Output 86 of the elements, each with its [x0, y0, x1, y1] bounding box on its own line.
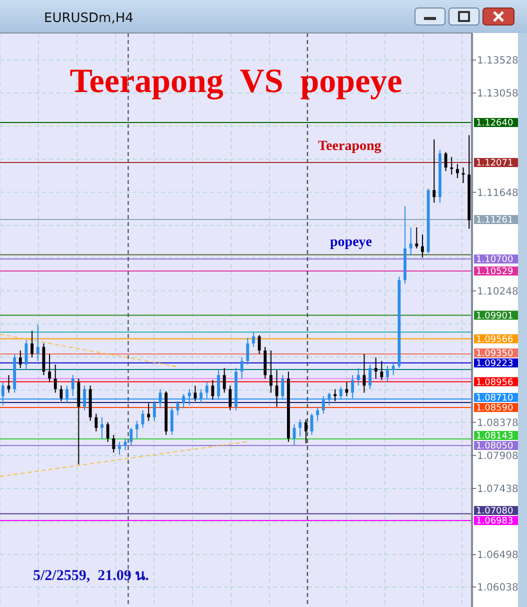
- y-tick-label: 1.13058: [477, 88, 518, 100]
- candlestick: [130, 427, 133, 446]
- ref-line-label: 1.08710: [476, 394, 514, 404]
- candlestick: [462, 167, 465, 184]
- candlestick: [246, 337, 250, 366]
- candlestick: [386, 365, 389, 383]
- candlestick: [304, 418, 308, 444]
- candlestick: [118, 441, 121, 456]
- candlestick: [205, 382, 208, 399]
- ref-line-label: 1.08590: [476, 404, 514, 414]
- candlestick: [94, 413, 98, 432]
- candlestick: [409, 226, 412, 256]
- candlestick: [194, 385, 197, 402]
- candlestick: [176, 400, 180, 416]
- ref-line-label: 1.10529: [476, 267, 514, 278]
- y-tick-label: 1.13528: [477, 56, 518, 67]
- candlestick: [222, 368, 226, 394]
- y-tick-label: 1.10248: [477, 286, 518, 298]
- candlestick: [374, 357, 378, 380]
- y-tick-label: 1.07438: [477, 484, 518, 496]
- candlestick: [1, 382, 4, 406]
- annotation: 5/2/2559, 21.09 น.: [33, 568, 150, 584]
- candlestick: [60, 385, 63, 402]
- candlestick: [100, 416, 104, 439]
- candlestick: [380, 360, 384, 381]
- candlestick: [211, 380, 214, 400]
- candlestick: [228, 385, 232, 411]
- ref-line-label: 1.09566: [476, 334, 514, 345]
- candlestick: [252, 332, 255, 348]
- candlestick: [281, 374, 284, 400]
- ref-line-label: 1.09223: [476, 359, 514, 370]
- candlestick: [182, 394, 186, 409]
- candlestick: [112, 434, 116, 453]
- candlestick: [392, 362, 395, 376]
- chart-subtitle: EURUSDm,H4: [44, 11, 134, 26]
- candlestick: [217, 370, 220, 400]
- candlestick: [188, 388, 191, 406]
- ref-line-label: 1.12640: [476, 118, 514, 129]
- candlestick: [200, 388, 202, 404]
- ref-line-label: 1.08050: [476, 442, 514, 452]
- ref-line-label: 1.08956: [476, 378, 514, 388]
- candlestick: [298, 418, 302, 437]
- candlestick: [362, 353, 366, 394]
- candlestick: [432, 138, 436, 204]
- candlestick: [270, 350, 272, 394]
- candlestick: [334, 388, 337, 402]
- ref-line-label: 1.08143: [476, 432, 514, 442]
- candlestick: [421, 234, 424, 258]
- candlestick: [152, 400, 156, 422]
- candlestick: [30, 330, 34, 358]
- candlestick: [368, 364, 372, 390]
- candlestick: [48, 353, 51, 383]
- candlestick: [71, 374, 74, 397]
- candlestick: [450, 156, 454, 176]
- candlestick: [83, 385, 86, 411]
- candlestick: [106, 422, 110, 442]
- candlestick: [54, 364, 57, 394]
- ref-line-label: 1.07080: [476, 506, 514, 517]
- candlestick: [351, 374, 354, 399]
- y-tick-label: 1.06498: [477, 550, 518, 562]
- annotation: popeye: [330, 235, 372, 250]
- text: Teerapong VS popeye: [70, 63, 402, 100]
- y-tick-label: 1.11648: [477, 188, 518, 199]
- y-tick-label: 1.07908: [477, 450, 518, 462]
- candlestick: [18, 350, 22, 369]
- candlestick: [339, 386, 342, 400]
- candlestick: [258, 334, 261, 354]
- candlestick: [322, 396, 325, 414]
- candlestick: [147, 402, 150, 422]
- candlestick: [316, 406, 320, 422]
- y-tick-label: 1.06038: [477, 582, 518, 594]
- ref-line-label: 1.12071: [476, 158, 514, 169]
- ref-line-label: 1.11261: [476, 216, 514, 226]
- ref-line-label: 1.09901: [476, 311, 514, 322]
- candlestick: [135, 420, 138, 439]
- ref-line-label: 1.10700: [476, 255, 514, 266]
- ref-line-label: 1.06983: [476, 516, 514, 527]
- y-tick-label: 1.08378: [477, 418, 518, 429]
- candlestick: [66, 385, 68, 404]
- candlestick: [170, 406, 174, 436]
- candlestick: [415, 226, 418, 249]
- ref-line-label: 1.09350: [476, 349, 514, 360]
- annotation: Teerapong: [318, 139, 382, 154]
- candlestick: [356, 368, 360, 386]
- candlestick: [240, 357, 244, 380]
- candlestick: [456, 164, 459, 179]
